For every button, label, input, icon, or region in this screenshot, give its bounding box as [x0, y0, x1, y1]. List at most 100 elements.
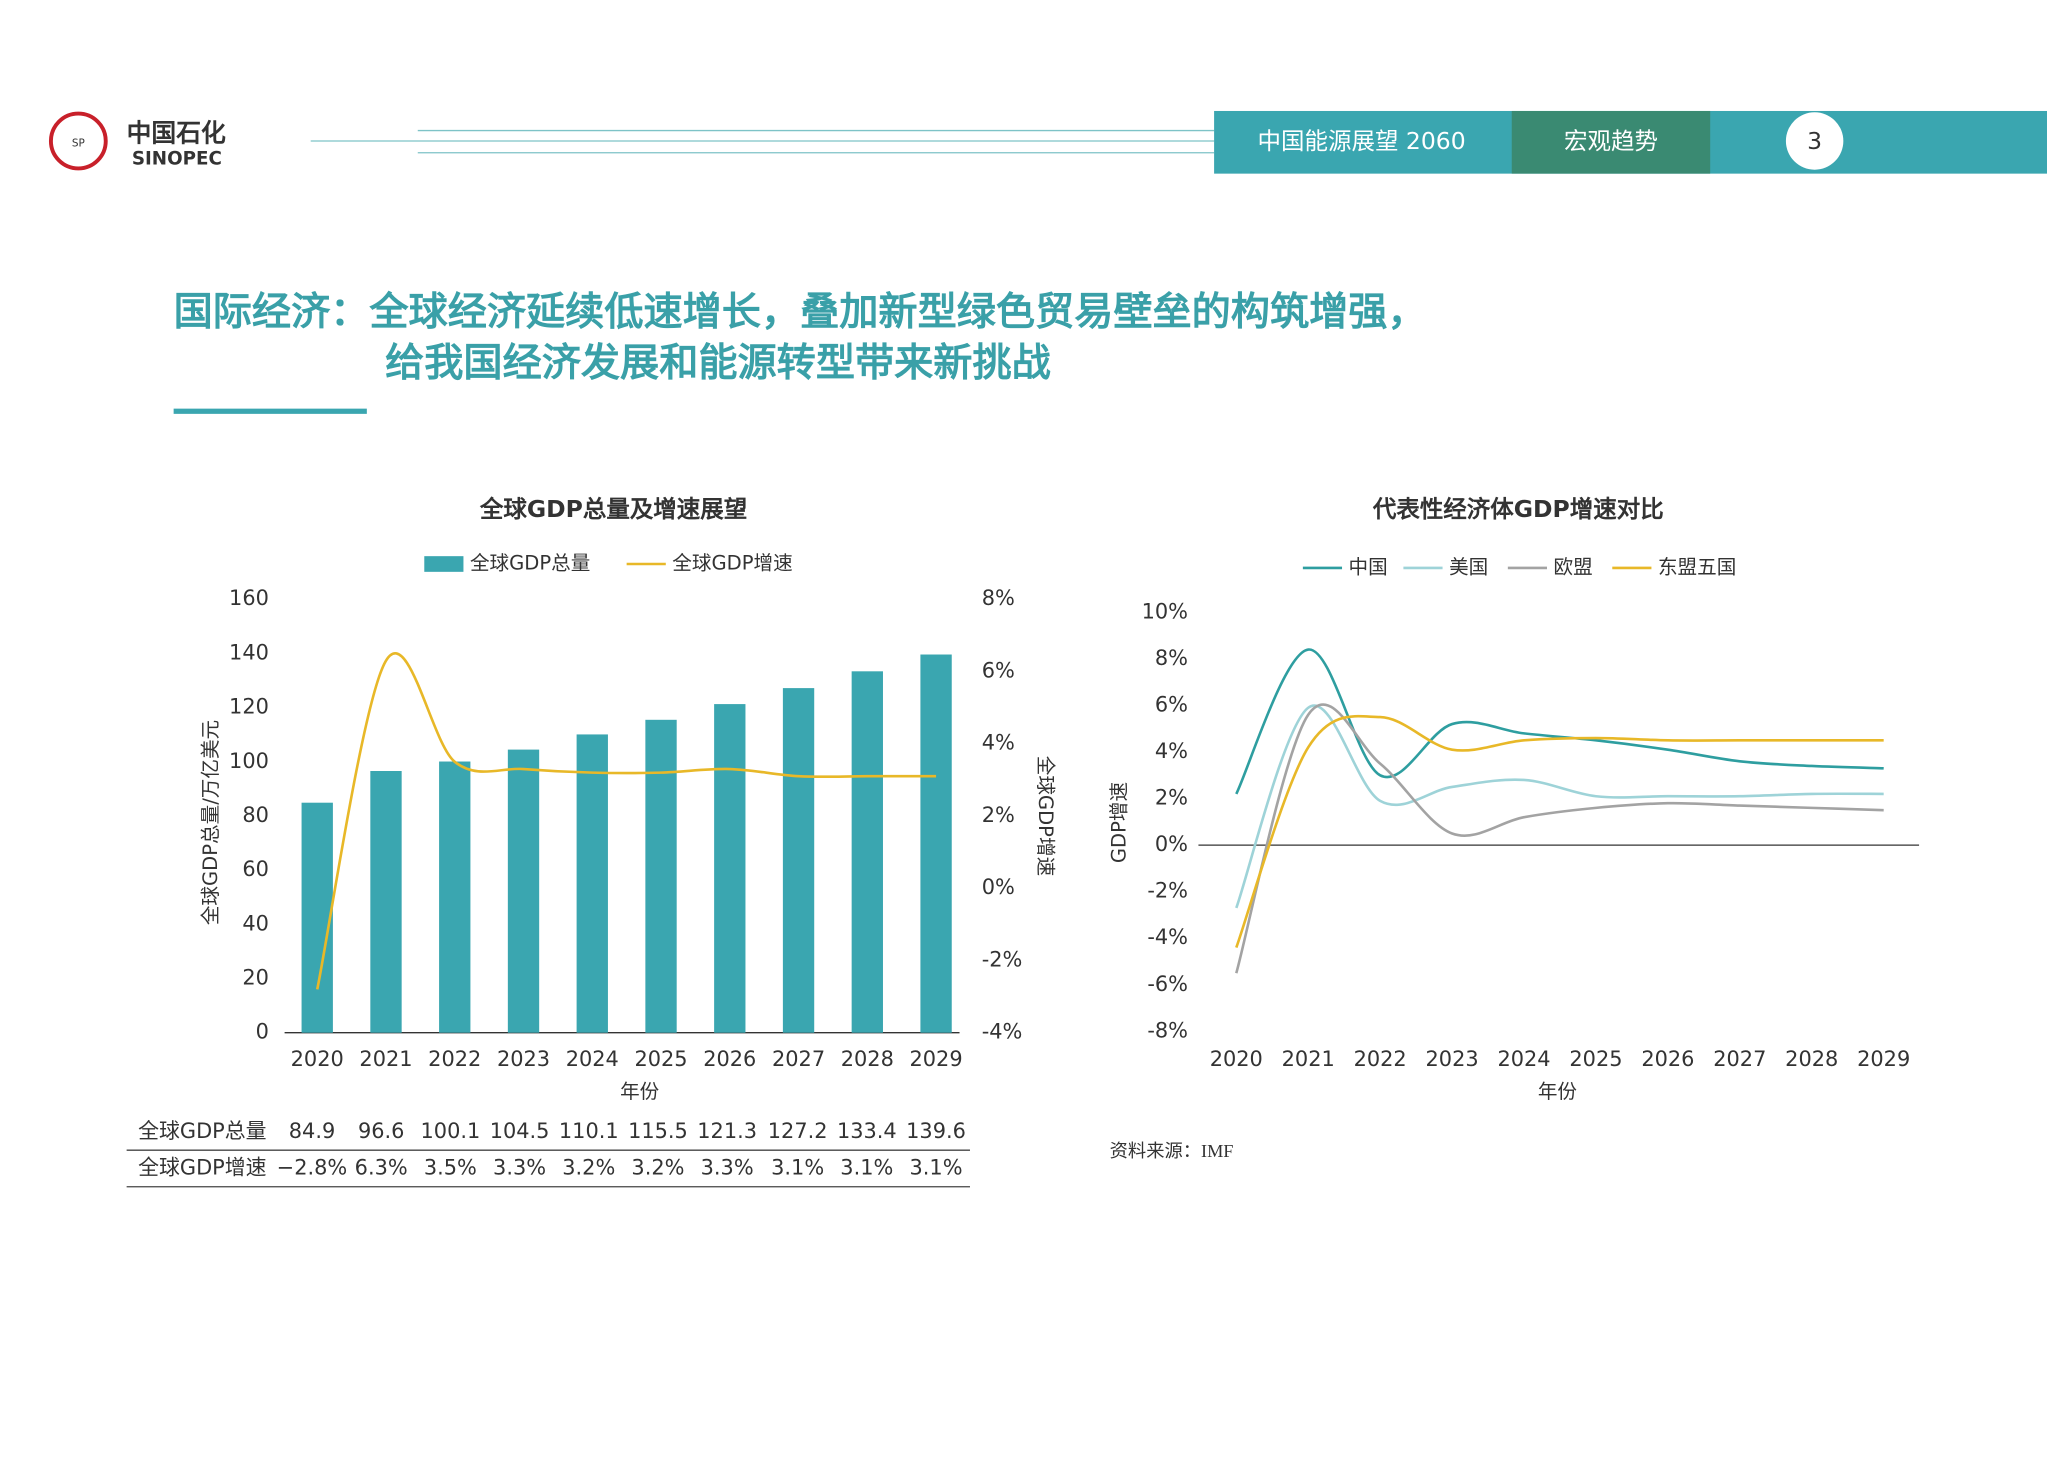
x-tick-label: 2022	[428, 1047, 481, 1071]
legend-label: 全球GDP总量	[470, 551, 590, 574]
y-axis-title: 全球GDP总量/万亿美元	[199, 720, 222, 925]
x-tick-label: 2020	[291, 1047, 344, 1071]
y2-axis-title: 全球GDP增速	[1034, 756, 1057, 876]
y2-tick-label: -4%	[982, 1020, 1023, 1044]
x-axis-title: 年份	[1538, 1080, 1578, 1103]
table-cell: −2.8%	[277, 1155, 348, 1179]
y-tick-label: 8%	[1155, 646, 1188, 670]
y-tick-label: -4%	[1147, 925, 1188, 949]
title-underline	[173, 408, 367, 414]
y-tick-label: 100	[229, 749, 269, 773]
y-tick-label: 80	[242, 803, 269, 827]
y2-tick-label: 0%	[982, 875, 1015, 899]
y-tick-label: 0	[256, 1020, 269, 1044]
y-tick-label: 20	[242, 966, 269, 990]
bar	[920, 654, 952, 1033]
bar	[576, 734, 608, 1033]
header: SP 中国石化 SINOPEC 中国能源展望 2060 宏观趋势 3	[48, 110, 2047, 174]
y-tick-label: 10%	[1142, 599, 1188, 623]
bar	[714, 704, 746, 1033]
line-series	[315, 652, 937, 990]
x-tick-label: 2026	[703, 1047, 756, 1071]
bar	[370, 771, 402, 1033]
chart-title: 全球GDP总量及增速展望	[479, 495, 747, 523]
line-series	[1235, 703, 1884, 974]
table-cell: 3.1%	[840, 1155, 893, 1179]
table-cell: 139.6	[906, 1119, 966, 1143]
y2-tick-label: 4%	[982, 731, 1015, 755]
y-tick-label: 120	[229, 695, 269, 719]
x-tick-label: 2021	[359, 1047, 412, 1071]
table-cell: 3.1%	[910, 1155, 963, 1179]
table-cell: 100.1	[421, 1119, 481, 1143]
legend-label: 欧盟	[1554, 555, 1593, 578]
logo-mark	[48, 111, 108, 171]
page-number: 3	[1807, 127, 1822, 155]
x-tick-label: 2028	[1785, 1047, 1838, 1071]
x-axis-title: 年份	[620, 1080, 660, 1103]
y2-tick-label: -2%	[982, 947, 1023, 971]
x-tick-label: 2027	[772, 1047, 825, 1071]
y-tick-label: -2%	[1147, 879, 1188, 903]
bar	[782, 688, 815, 1033]
table-cell: 84.9	[289, 1119, 335, 1143]
table-cell: 3.2%	[631, 1155, 684, 1179]
section-name: 宏观趋势	[1564, 127, 1658, 155]
x-tick-label: 2025	[1569, 1047, 1622, 1071]
title-line: 给我国经济发展和能源转型带来新挑战	[385, 341, 1051, 386]
x-tick-label: 2024	[566, 1047, 619, 1071]
y-tick-label: 2%	[1155, 786, 1188, 810]
line-series	[1235, 648, 1884, 795]
x-tick-label: 2028	[841, 1047, 894, 1071]
x-tick-label: 2021	[1282, 1047, 1335, 1071]
x-tick-label: 2023	[497, 1047, 550, 1071]
legend-label: 东盟五国	[1658, 555, 1736, 578]
bar	[851, 671, 883, 1033]
x-tick-label: 2022	[1354, 1047, 1407, 1071]
legend-label: 美国	[1449, 555, 1488, 578]
y-tick-label: 140	[229, 640, 269, 664]
table-cell: 3.1%	[771, 1155, 824, 1179]
logo-cn: 中国石化	[127, 118, 226, 147]
x-tick-label: 2020	[1210, 1047, 1263, 1071]
chart-title: 代表性经济体GDP增速对比	[1372, 495, 1664, 523]
x-tick-label: 2027	[1713, 1047, 1766, 1071]
legend-swatch	[424, 556, 464, 572]
y2-tick-label: 8%	[982, 586, 1015, 610]
table-cell: 115.5	[628, 1119, 688, 1143]
y-tick-label: 0%	[1155, 832, 1188, 856]
y-tick-label: 4%	[1155, 739, 1188, 763]
x-tick-label: 2023	[1426, 1047, 1479, 1071]
x-tick-label: 2024	[1497, 1047, 1550, 1071]
x-tick-label: 2029	[910, 1047, 963, 1071]
table-cell: 121.3	[697, 1119, 757, 1143]
y-tick-label: 40	[242, 911, 269, 935]
legend-label: 中国	[1349, 555, 1388, 578]
x-tick-label: 2026	[1641, 1047, 1694, 1071]
line-series	[1235, 714, 1884, 949]
title-line: 国际经济：全球经济延续低速增长，叠加新型绿色贸易壁垒的构筑增强，	[174, 290, 1427, 335]
report-name: 中国能源展望 2060	[1258, 127, 1466, 155]
table-cell: 110.1	[559, 1119, 619, 1143]
table-cell: 6.3%	[355, 1155, 408, 1179]
table-cell: 104.5	[490, 1119, 550, 1143]
y-tick-label: 60	[242, 857, 269, 881]
x-tick-label: 2025	[634, 1047, 687, 1071]
table-cell: 3.2%	[562, 1155, 615, 1179]
logo-en: SINOPEC	[132, 148, 222, 169]
y-axis-title: GDP增速	[1108, 782, 1131, 863]
bar	[645, 719, 677, 1033]
source: 资料来源：IMF	[1110, 1141, 1234, 1161]
table-row-label: 全球GDP增速	[138, 1155, 266, 1179]
y2-tick-label: 6%	[982, 658, 1015, 682]
table-cell: 3.5%	[424, 1155, 477, 1179]
y-tick-label: 160	[229, 586, 269, 610]
table-cell: 96.6	[358, 1119, 404, 1143]
y-tick-label: 6%	[1155, 692, 1188, 716]
table-cell: 127.2	[768, 1119, 828, 1143]
y2-tick-label: 2%	[982, 803, 1015, 827]
table-cell: 3.3%	[701, 1155, 754, 1179]
y-tick-label: -6%	[1147, 972, 1188, 996]
table-cell: 3.3%	[493, 1155, 546, 1179]
